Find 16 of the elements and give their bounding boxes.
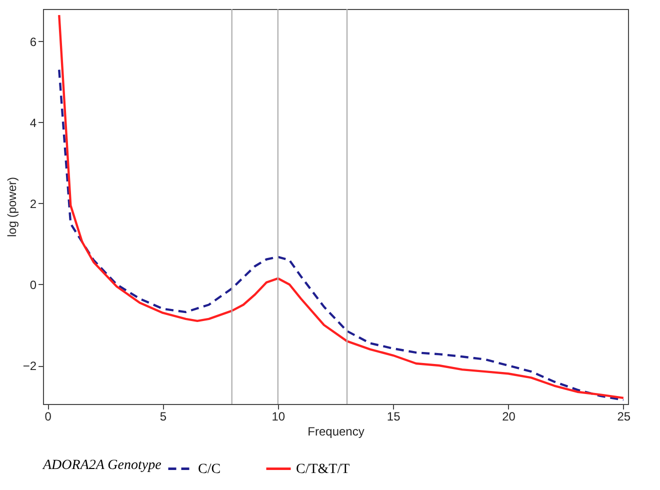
y-tick-label: 0: [30, 278, 37, 292]
y-tick-label: −2: [22, 359, 37, 374]
x-tick-label: 20: [502, 410, 516, 424]
legend-label: C/T&T/T: [296, 462, 350, 477]
x-tick-label: 15: [386, 410, 401, 424]
y-tick-label: 4: [30, 116, 37, 130]
legend-title: ADORA2A Genotype: [42, 458, 162, 473]
legend-label: C/C: [198, 462, 221, 477]
x-tick-label: 5: [160, 410, 167, 424]
y-tick-label: 2: [30, 196, 37, 211]
x-tick-label: 25: [617, 410, 631, 424]
x-axis-title: Frequency: [308, 424, 364, 438]
x-tick-label: 0: [44, 410, 52, 424]
y-axis-title: log (power): [4, 176, 19, 238]
x-tick-label: 10: [272, 410, 286, 424]
y-tick-label: 6: [30, 34, 37, 49]
